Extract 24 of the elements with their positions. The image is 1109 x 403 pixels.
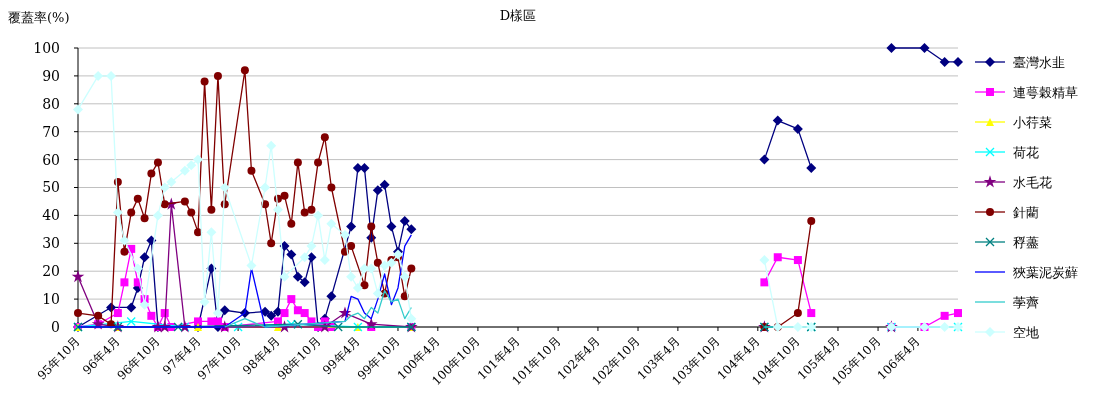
legend-label: 連萼穀精草 <box>1013 84 1078 100</box>
y-tick-label: 70 <box>42 123 60 140</box>
legend-label: 荷花 <box>1013 144 1039 160</box>
legend-label: 稃藎 <box>1013 234 1039 250</box>
y-axis-title: 覆蓋率(%) <box>8 10 70 25</box>
y-tick-label: 80 <box>42 95 60 112</box>
y-tick-label: 60 <box>42 151 60 168</box>
y-tick-label: 40 <box>42 207 60 224</box>
y-tick-label: 10 <box>42 291 60 307</box>
y-tick-label: 30 <box>42 235 60 252</box>
legend-label: 荸薺 <box>1013 294 1039 310</box>
y-tick-label: 90 <box>42 67 60 84</box>
y-tick-label: 20 <box>42 263 60 280</box>
chart-title: D樣區 <box>499 8 537 23</box>
x-tick-label: 95年10月 <box>34 334 84 383</box>
legend-label: 水毛花 <box>1013 174 1052 190</box>
y-tick-label: 50 <box>42 179 60 196</box>
y-tick-label: 0 <box>51 318 60 335</box>
legend-label: 小荇菜 <box>1013 114 1052 130</box>
y-tick-label: 100 <box>33 39 60 56</box>
legend-label: 空地 <box>1013 324 1039 340</box>
legend-label: 針藺 <box>1013 204 1039 220</box>
legend-label: 臺灣水韭 <box>1013 54 1065 70</box>
legend-label: 狹葉泥炭蘚 <box>1013 264 1078 280</box>
